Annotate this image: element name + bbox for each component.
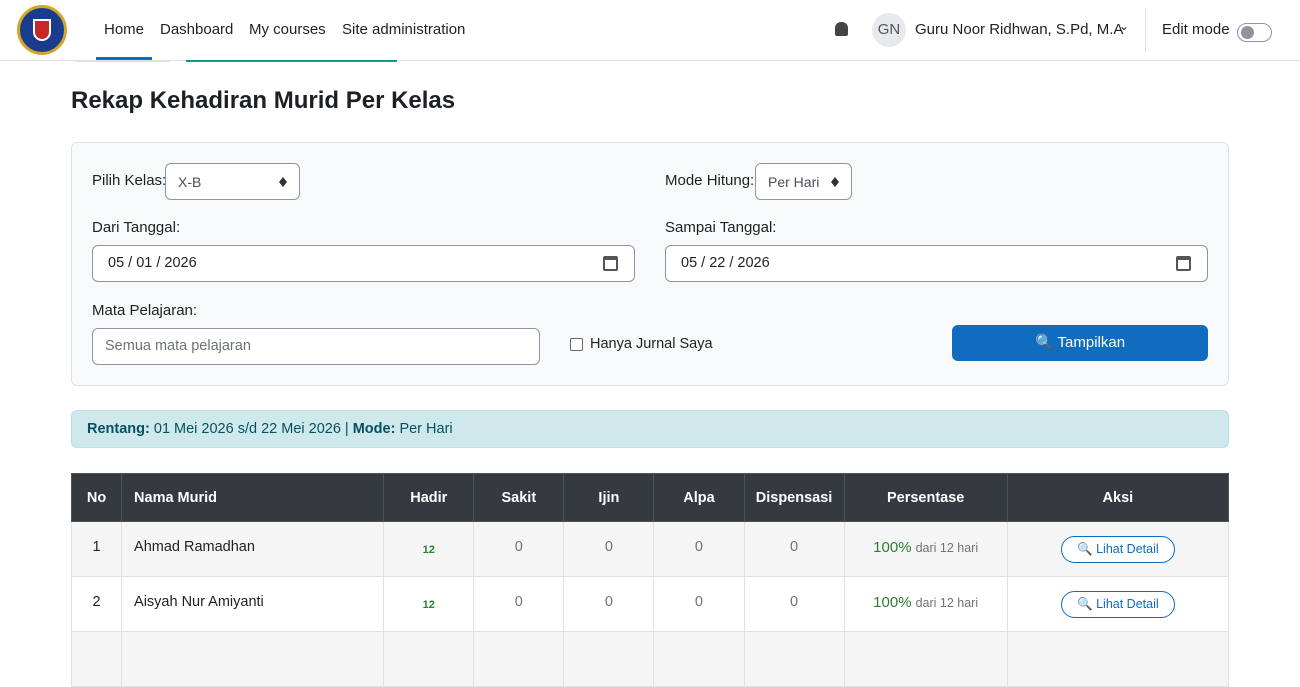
navbar: Home Dashboard My courses Site administr… [0, 0, 1300, 61]
field-label: Mata Pelajaran: [92, 302, 198, 319]
nav-link[interactable]: My courses [249, 21, 326, 38]
info-alert: Rentang: 01 Mei 2026 s/d 22 Mei 2026 | M… [71, 410, 1229, 448]
hadir-count: 12 [422, 544, 435, 556]
empty-cell [563, 631, 655, 687]
count-cell: 0 [743, 521, 845, 577]
count-cell: 0 [743, 576, 845, 632]
calendar-icon[interactable] [1176, 256, 1191, 271]
column-header: Ijin [563, 473, 655, 522]
table-row: 1 Ahmad Ramadhan 12 0 0 0 0 100% dari 12 hari 🔍 … [70, 521, 1230, 577]
field-label: Pilih Kelas: [92, 172, 167, 189]
percentage-detail: dari 12 hari [915, 541, 979, 555]
column-header: No [70, 473, 123, 522]
date-value: 05 / 01 / 2026 [108, 255, 197, 271]
hadir-cell: 12 [383, 576, 475, 632]
action-cell: 🔍 Lihat Detail [1006, 521, 1230, 577]
table-head: No Nama Murid Hadir Sakit Ijin Alpa Dispensasi… [70, 473, 1230, 522]
table-row-clipped [70, 631, 1230, 687]
empty-cell [473, 631, 565, 687]
edit-mode-label: Edit mode [1162, 21, 1230, 38]
table-body: 1 Ahmad Ramadhan 12 0 0 0 0 100% dari 12 hari 🔍 … [70, 521, 1230, 687]
percentage-cell: 100% dari 12 hari [843, 521, 1008, 577]
tab-edge [75, 60, 170, 62]
date-input[interactable]: 05 / 22 / 2026 [665, 245, 1208, 282]
submit-button[interactable]: 🔍 Tampilkan [952, 325, 1208, 361]
info-value: 01 Mei 2026 s/d 22 Mei 2026 | [153, 421, 349, 437]
percentage: 100% [873, 594, 912, 611]
empty-cell [121, 631, 385, 687]
column-header: Aksi [1006, 473, 1230, 522]
hadir-count: 12 [422, 599, 435, 611]
count-cell: 0 [473, 576, 565, 632]
action-cell: 🔍 Lihat Detail [1006, 576, 1230, 632]
nav-link[interactable]: Site administration [342, 21, 466, 38]
field-label: Dari Tanggal: [92, 219, 181, 236]
field-label: Sampai Tanggal: [665, 219, 777, 236]
empty-cell [743, 631, 845, 687]
detail-button[interactable]: 🔍 Lihat Detail [1061, 536, 1175, 563]
date-value: 05 / 22 / 2026 [681, 255, 770, 271]
empty-cell [70, 631, 123, 687]
header-row: No Nama Murid Hadir Sakit Ijin Alpa Dispensasi… [70, 473, 1230, 522]
table-row: 2 Aisyah Nur Amiyanti 12 0 0 0 0 100% dari 12 h… [70, 576, 1230, 632]
empty-cell [843, 631, 1008, 687]
empty-cell [653, 631, 745, 687]
edit-mode-toggle[interactable] [1237, 23, 1272, 42]
kelas-select[interactable]: X-B [165, 163, 300, 200]
checkbox-label[interactable]: Hanya Jurnal Saya [590, 336, 713, 352]
tab-edge [186, 60, 397, 62]
nav-link[interactable]: Home [104, 21, 145, 38]
column-header: Dispensasi [743, 473, 845, 522]
column-header: Nama Murid [121, 473, 385, 522]
percentage-cell: 100% dari 12 hari [843, 576, 1008, 632]
info-label: Rentang: [87, 421, 150, 437]
count-cell: 0 [563, 576, 655, 632]
column-header: Persentase [843, 473, 1008, 522]
count-cell: 0 [653, 521, 745, 577]
column-header: Sakit [473, 473, 565, 522]
checkbox[interactable] [570, 338, 583, 351]
date-input[interactable]: 05 / 01 / 2026 [92, 245, 635, 282]
user-menu[interactable]: Guru Noor Ridhwan, S.Pd, M.A [915, 21, 1124, 38]
row-number: 2 [70, 576, 123, 632]
detail-button[interactable]: 🔍 Lihat Detail [1061, 591, 1175, 618]
site-logo[interactable] [17, 5, 67, 55]
notification-bell[interactable] [835, 22, 848, 36]
student-name: Aisyah Nur Amiyanti [121, 576, 385, 632]
column-header: Alpa [653, 473, 745, 522]
count-cell: 0 [473, 521, 565, 577]
count-cell: 0 [653, 576, 745, 632]
separator [1145, 8, 1146, 52]
attendance-table: No Nama Murid Hadir Sakit Ijin Alpa Dispensasi… [70, 473, 1230, 687]
info-label: Mode: [352, 421, 396, 437]
toggle-knob [1241, 26, 1254, 39]
user-avatar[interactable]: GN [872, 13, 906, 47]
empty-cell [1006, 631, 1230, 687]
page-title: Rekap Kehadiran Murid Per Kelas [71, 87, 456, 114]
active-indicator [96, 57, 152, 60]
nav-link[interactable]: Dashboard [160, 21, 234, 38]
logo-shield [33, 19, 51, 41]
percentage-detail: dari 12 hari [915, 596, 979, 610]
percentage: 100% [873, 539, 912, 556]
user-menu-caret[interactable]: ⌄ [1119, 19, 1130, 33]
column-header: Hadir [383, 473, 475, 522]
mode-select[interactable]: Per Hari [755, 163, 852, 200]
count-cell: 0 [563, 521, 655, 577]
empty-cell [383, 631, 475, 687]
field-label: Mode Hitung: [665, 172, 755, 189]
student-name: Ahmad Ramadhan [121, 521, 385, 577]
filter-form: Pilih Kelas: X-B Mode Hitung: Per Hari D… [71, 142, 1229, 386]
mapel-input[interactable]: Semua mata pelajaran [92, 328, 540, 365]
row-number: 1 [70, 521, 123, 577]
info-value: Per Hari [399, 421, 453, 437]
hadir-cell: 12 [383, 521, 475, 577]
calendar-icon[interactable] [603, 256, 618, 271]
